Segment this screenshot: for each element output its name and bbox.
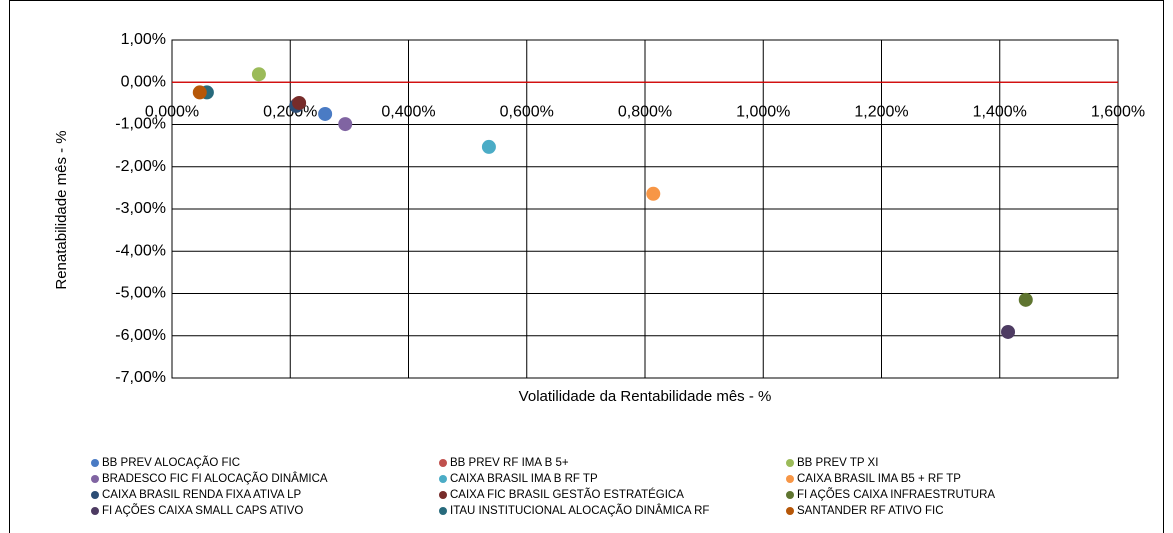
legend-marker <box>786 459 794 467</box>
x-tick-label: 1,200% <box>854 103 908 120</box>
point <box>318 106 333 121</box>
y-tick-label: -5,00% <box>115 285 166 302</box>
legend-marker <box>91 507 99 515</box>
legend-label: SANTANDER RF ATIVO FIC <box>797 505 944 517</box>
y-tick-label: -1,00% <box>115 116 166 133</box>
point <box>1018 292 1033 307</box>
legend-marker <box>786 475 794 483</box>
point <box>481 139 496 154</box>
legend-label: ITAU INSTITUCIONAL ALOCAÇÃO DINÂMICA RF <box>450 504 709 517</box>
x-tick-label: 1,600% <box>1091 103 1145 120</box>
legend-label: BB PREV TP XI <box>797 457 878 469</box>
y-tick-label: -6,00% <box>115 327 166 344</box>
legend-label: FI AÇÕES CAIXA INFRAESTRUTURA <box>797 488 995 501</box>
legend-marker <box>439 491 447 499</box>
legend-marker <box>439 475 447 483</box>
y-tick-label: -3,00% <box>115 200 166 217</box>
legend-label: CAIXA BRASIL IMA B5 + RF TP <box>797 473 961 485</box>
point <box>251 67 266 82</box>
legend-label: BB PREV ALOCAÇÃO FIC <box>102 456 240 469</box>
x-tick-label: 1,400% <box>973 103 1027 120</box>
point <box>292 95 307 110</box>
point <box>1001 324 1016 339</box>
point <box>192 85 207 100</box>
legend-marker <box>439 459 447 467</box>
legend-marker <box>91 475 99 483</box>
x-tick-label: 1,000% <box>736 103 790 120</box>
y-tick-label: -4,00% <box>115 242 166 259</box>
x-tick-label: 0,000% <box>145 103 199 120</box>
legend-marker <box>91 491 99 499</box>
legend-label: CAIXA BRASIL IMA B RF TP <box>450 473 598 485</box>
legend-marker <box>91 459 99 467</box>
legend-label: BRADESCO FIC FI ALOCAÇÃO DINÂMICA <box>102 472 328 485</box>
legend-label: BB PREV RF IMA B 5+ <box>450 457 569 469</box>
y-tick-label: 0,00% <box>121 73 166 90</box>
x-axis-title: Volatilidade da Rentabilidade mês - % <box>519 388 772 405</box>
legend-marker <box>439 507 447 515</box>
y-tick-label: -7,00% <box>115 369 166 386</box>
x-tick-label: 0,800% <box>618 103 672 120</box>
x-tick-label: 0,600% <box>500 103 554 120</box>
chart-border <box>9 0 1164 533</box>
point <box>338 117 353 132</box>
point <box>646 186 661 201</box>
x-tick-label: 0,400% <box>381 103 435 120</box>
legend-label: CAIXA FIC BRASIL GESTÃO ESTRATÉGICA <box>450 488 684 501</box>
y-tick-label: 1,00% <box>121 31 166 48</box>
y-axis-title: Renatabilidade mês - % <box>53 130 70 289</box>
legend-marker <box>786 491 794 499</box>
legend-label: FI AÇÕES CAIXA SMALL CAPS ATIVO <box>102 504 303 517</box>
y-tick-label: -2,00% <box>115 158 166 175</box>
legend-marker <box>786 507 794 515</box>
legend-label: CAIXA BRASIL RENDA FIXA ATIVA LP <box>102 489 302 501</box>
